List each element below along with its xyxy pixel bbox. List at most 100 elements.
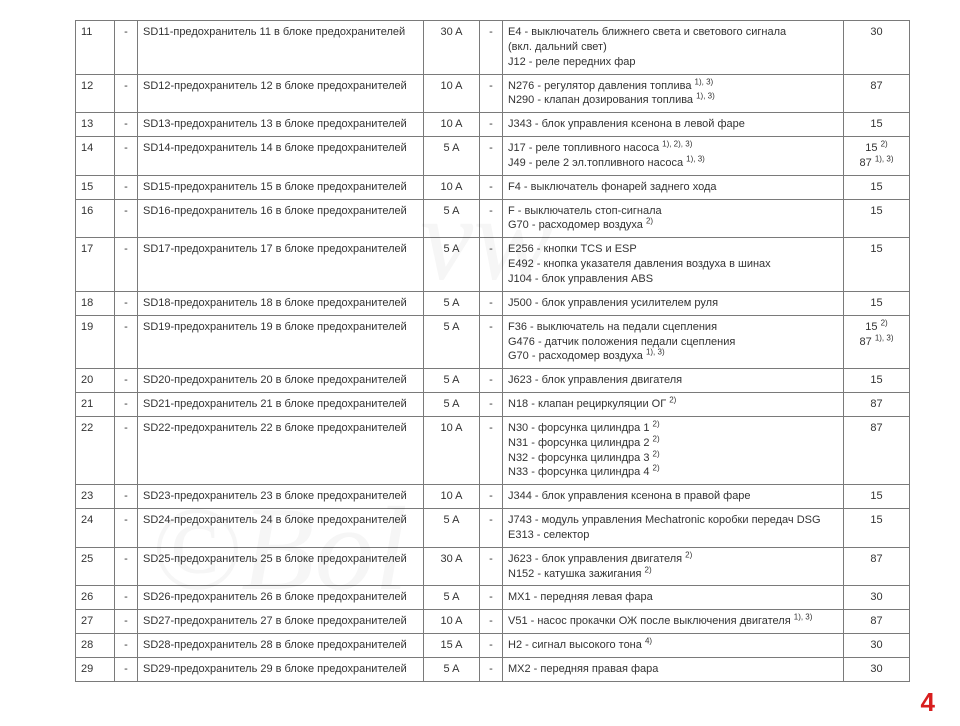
cell-reference: 15 bbox=[844, 369, 910, 393]
cell-number: 25 bbox=[76, 547, 115, 586]
cell-amperage: 5 A bbox=[424, 369, 480, 393]
cell-dash: - bbox=[480, 291, 503, 315]
cell-description: F4 - выключатель фонарей заднего хода bbox=[503, 175, 844, 199]
cell-amperage: 10 A bbox=[424, 610, 480, 634]
cell-description: E4 - выключатель ближнего света и светов… bbox=[503, 21, 844, 75]
cell-reference: 87 bbox=[844, 610, 910, 634]
cell-dash: - bbox=[480, 485, 503, 509]
cell-reference: 87 bbox=[844, 547, 910, 586]
cell-description: H2 - сигнал высокого тона 4) bbox=[503, 634, 844, 658]
cell-description: N18 - клапан рециркуляции ОГ 2) bbox=[503, 393, 844, 417]
cell-dash: - bbox=[480, 547, 503, 586]
table-row: 28-SD28-предохранитель 28 в блоке предох… bbox=[76, 634, 910, 658]
cell-dash: - bbox=[115, 509, 138, 548]
cell-reference: 87 bbox=[844, 74, 910, 113]
cell-dash: - bbox=[480, 658, 503, 682]
cell-fuse-name: SD11-предохранитель 11 в блоке предохран… bbox=[138, 21, 424, 75]
cell-number: 16 bbox=[76, 199, 115, 238]
cell-dash: - bbox=[115, 416, 138, 484]
cell-description: V51 - насос прокачки ОЖ после выключения… bbox=[503, 610, 844, 634]
cell-number: 15 bbox=[76, 175, 115, 199]
cell-dash: - bbox=[480, 369, 503, 393]
cell-fuse-name: SD17-предохранитель 17 в блоке предохран… bbox=[138, 238, 424, 292]
table-row: 23-SD23-предохранитель 23 в блоке предох… bbox=[76, 485, 910, 509]
cell-description: J623 - блок управления двигателя bbox=[503, 369, 844, 393]
table-row: 12-SD12-предохранитель 12 в блоке предох… bbox=[76, 74, 910, 113]
cell-reference: 15 bbox=[844, 509, 910, 548]
cell-number: 27 bbox=[76, 610, 115, 634]
cell-fuse-name: SD13-предохранитель 13 в блоке предохран… bbox=[138, 113, 424, 137]
cell-dash: - bbox=[480, 610, 503, 634]
cell-description: E256 - кнопки TCS и ESPE492 - кнопка ука… bbox=[503, 238, 844, 292]
cell-reference: 30 bbox=[844, 658, 910, 682]
cell-number: 13 bbox=[76, 113, 115, 137]
cell-fuse-name: SD24-предохранитель 24 в блоке предохран… bbox=[138, 509, 424, 548]
cell-reference: 30 bbox=[844, 586, 910, 610]
cell-fuse-name: SD22-предохранитель 22 в блоке предохран… bbox=[138, 416, 424, 484]
cell-dash: - bbox=[480, 238, 503, 292]
table-row: 18 - SD18-предохранитель 18 в блоке предох… bbox=[76, 291, 910, 315]
cell-number: 14 bbox=[76, 137, 115, 176]
cell-description: N276 - регулятор давления топлива 1), 3)… bbox=[503, 74, 844, 113]
cell-dash: - bbox=[115, 137, 138, 176]
table-row: 17-SD17-предохранитель 17 в блоке предох… bbox=[76, 238, 910, 292]
cell-dash: - bbox=[480, 175, 503, 199]
cell-description: F - выключатель стоп-сигналаG70 - расход… bbox=[503, 199, 844, 238]
cell-dash: - bbox=[115, 369, 138, 393]
cell-amperage: 5 A bbox=[424, 199, 480, 238]
page-number: 4 bbox=[921, 687, 935, 718]
cell-number: 19 bbox=[76, 315, 115, 369]
cell-reference: 15 bbox=[844, 238, 910, 292]
cell-amperage: 30 A bbox=[424, 21, 480, 75]
cell-dash: - bbox=[115, 74, 138, 113]
cell-reference: 15 bbox=[844, 199, 910, 238]
cell-reference: 15 bbox=[844, 485, 910, 509]
cell-dash: - bbox=[115, 238, 138, 292]
cell-amperage: 5 A bbox=[424, 586, 480, 610]
fuse-table: 11-SD11-предохранитель 11 в блоке предох… bbox=[75, 20, 910, 682]
cell-number: 29 bbox=[76, 658, 115, 682]
cell-fuse-name: SD12-предохранитель 12 в блоке предохран… bbox=[138, 74, 424, 113]
cell-fuse-name: SD18-предохранитель 18 в блоке предохран… bbox=[138, 291, 424, 315]
cell-amperage: 30 A bbox=[424, 547, 480, 586]
cell-description: MX1 - передняя левая фара bbox=[503, 586, 844, 610]
cell-dash: - bbox=[115, 315, 138, 369]
cell-reference: 15 2)87 1), 3) bbox=[844, 137, 910, 176]
cell-dash: - bbox=[480, 509, 503, 548]
table-row: 22-SD22-предохранитель 22 в блоке предох… bbox=[76, 416, 910, 484]
cell-fuse-name: SD19-предохранитель 19 в блоке предохран… bbox=[138, 315, 424, 369]
table-row: 29 - SD29-предохранитель 29 в блоке предох… bbox=[76, 658, 910, 682]
page: vw ©Bol 11-SD11-предохранитель 11 в блок… bbox=[0, 0, 960, 726]
cell-dash: - bbox=[480, 199, 503, 238]
cell-number: 11 bbox=[76, 21, 115, 75]
cell-amperage: 10 A bbox=[424, 416, 480, 484]
cell-amperage: 5 A bbox=[424, 393, 480, 417]
cell-amperage: 10 A bbox=[424, 175, 480, 199]
cell-dash: - bbox=[480, 21, 503, 75]
cell-reference: 15 bbox=[844, 291, 910, 315]
cell-fuse-name: SD29-предохранитель 29 в блоке предохран… bbox=[138, 658, 424, 682]
cell-number: 17 bbox=[76, 238, 115, 292]
cell-fuse-name: SD25-предохранитель 25 в блоке предохран… bbox=[138, 547, 424, 586]
cell-number: 12 bbox=[76, 74, 115, 113]
cell-dash: - bbox=[480, 586, 503, 610]
cell-dash: - bbox=[480, 416, 503, 484]
cell-reference: 15 bbox=[844, 175, 910, 199]
cell-number: 24 bbox=[76, 509, 115, 548]
cell-reference: 15 2)87 1), 3) bbox=[844, 315, 910, 369]
cell-amperage: 10 A bbox=[424, 113, 480, 137]
cell-dash: - bbox=[115, 113, 138, 137]
cell-amperage: 10 A bbox=[424, 485, 480, 509]
cell-number: 18 bbox=[76, 291, 115, 315]
cell-fuse-name: SD15-предохранитель 15 в блоке предохран… bbox=[138, 175, 424, 199]
cell-fuse-name: SD21-предохранитель 21 в блоке предохран… bbox=[138, 393, 424, 417]
cell-number: 20 bbox=[76, 369, 115, 393]
cell-dash: - bbox=[115, 547, 138, 586]
table-row: 21-SD21-предохранитель 21 в блоке предох… bbox=[76, 393, 910, 417]
cell-fuse-name: SD27-предохранитель 27 в блоке предохран… bbox=[138, 610, 424, 634]
cell-description: J623 - блок управления двигателя 2)N152 … bbox=[503, 547, 844, 586]
table-row: 15 - SD15-предохранитель 15 в блоке предох… bbox=[76, 175, 910, 199]
cell-reference: 87 bbox=[844, 393, 910, 417]
cell-amperage: 5 A bbox=[424, 137, 480, 176]
cell-amperage: 15 A bbox=[424, 634, 480, 658]
